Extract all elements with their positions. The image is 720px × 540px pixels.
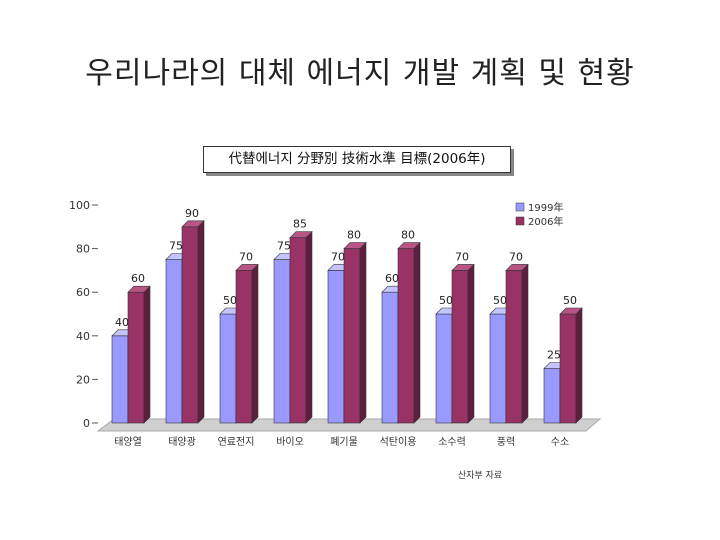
data-label: 70: [455, 250, 469, 263]
bar-front: [273, 259, 291, 424]
chart-title: 代替에너지 分野別 技術水準 目標(2006年): [203, 146, 511, 173]
data-label: 50: [439, 294, 453, 307]
data-label: 70: [509, 250, 523, 263]
y-axis: 0 20 40 60 80 100: [69, 199, 98, 430]
x-tick-label: 폐기물: [330, 436, 358, 448]
legend-label: 1999年: [528, 201, 563, 214]
slide-title: 우리나라의 대체 에너지 개발 계획 및 현황: [85, 56, 635, 91]
bars: [111, 220, 583, 424]
x-tick-label: 태양광: [168, 436, 196, 448]
y-tick-label: 0: [83, 417, 90, 430]
bar-top: [127, 285, 151, 293]
y-tick-label: 80: [76, 243, 90, 256]
y-tick-label: 20: [76, 373, 90, 386]
data-label: 85: [293, 218, 307, 231]
bar-side: [143, 285, 151, 424]
source-note: 산자부 자료: [457, 471, 503, 481]
bar-2006-4: [343, 241, 367, 424]
x-tick-label: 석탄이용: [380, 436, 417, 448]
bar-side: [467, 263, 475, 424]
data-label: 25: [547, 349, 561, 362]
x-tick-label: 풍력: [497, 436, 515, 448]
data-label: 75: [169, 240, 183, 253]
data-label: 70: [239, 250, 253, 263]
data-label: 70: [331, 250, 345, 263]
x-tick-label: 태양열: [114, 436, 142, 448]
bar-2006-2: [235, 263, 259, 424]
bar-side: [359, 241, 367, 424]
bar-front: [327, 270, 345, 424]
bar-side: [305, 230, 313, 424]
bar-front: [435, 313, 453, 424]
bar-top: [289, 231, 313, 238]
data-label: 80: [401, 229, 415, 242]
bar-front: [397, 248, 415, 424]
data-label: 50: [563, 294, 577, 307]
bar-top: [235, 264, 259, 271]
bar-top: [451, 264, 475, 271]
bar-front: [381, 291, 399, 424]
y-tick-label: 100: [69, 199, 90, 212]
legend-swatch: [515, 216, 525, 226]
bar-2006-8: [559, 307, 583, 424]
bar-side: [197, 220, 205, 424]
bar-front: [489, 313, 507, 424]
bar-front: [505, 270, 523, 424]
bar-side: [413, 241, 421, 424]
bar-front: [165, 259, 183, 424]
bar-front: [343, 248, 361, 424]
legend-label: 2006年: [528, 215, 563, 228]
bar-front: [127, 291, 145, 424]
bar-front: [451, 270, 469, 424]
legend-swatch: [515, 202, 525, 212]
bar-top: [181, 220, 205, 228]
data-label: 90: [185, 207, 199, 220]
bar-side: [521, 263, 529, 424]
bar-side: [575, 307, 583, 424]
bar-2006-6: [451, 263, 475, 424]
data-label: 40: [115, 316, 129, 329]
x-tick-label: 연료전지: [218, 436, 255, 448]
bar-side: [251, 263, 259, 424]
bar-front: [289, 237, 307, 424]
bar-top: [505, 264, 529, 271]
bar-2006-0: [127, 285, 151, 424]
bar-top: [343, 242, 367, 249]
bar-2006-5: [397, 241, 421, 424]
x-axis-labels: 태양열 태양광 연료전지 바이오 폐기물 석탄이용 소수력 풍력 수소: [114, 436, 569, 448]
y-tick-label: 60: [76, 286, 90, 299]
bar-2006-3: [289, 230, 313, 424]
x-tick-label: 수소: [551, 436, 569, 448]
bar-front: [111, 335, 129, 424]
data-label: 75: [277, 240, 291, 253]
bar-front: [219, 313, 237, 424]
data-label: 60: [131, 272, 145, 285]
bar-front: [559, 313, 577, 424]
bar-top: [397, 242, 421, 249]
data-label: 50: [223, 294, 237, 307]
x-tick-label: 소수력: [438, 436, 466, 448]
data-label: 80: [347, 229, 361, 242]
bar-front: [181, 226, 199, 424]
bar-front: [235, 270, 253, 424]
bar-top: [559, 307, 583, 315]
bar-2006-7: [505, 263, 529, 424]
bar-front: [543, 368, 561, 424]
data-label: 50: [493, 294, 507, 307]
data-label: 60: [385, 272, 399, 285]
bar-2006-1: [181, 220, 205, 424]
y-tick-label: 40: [76, 330, 90, 343]
x-tick-label: 바이오: [276, 436, 304, 448]
